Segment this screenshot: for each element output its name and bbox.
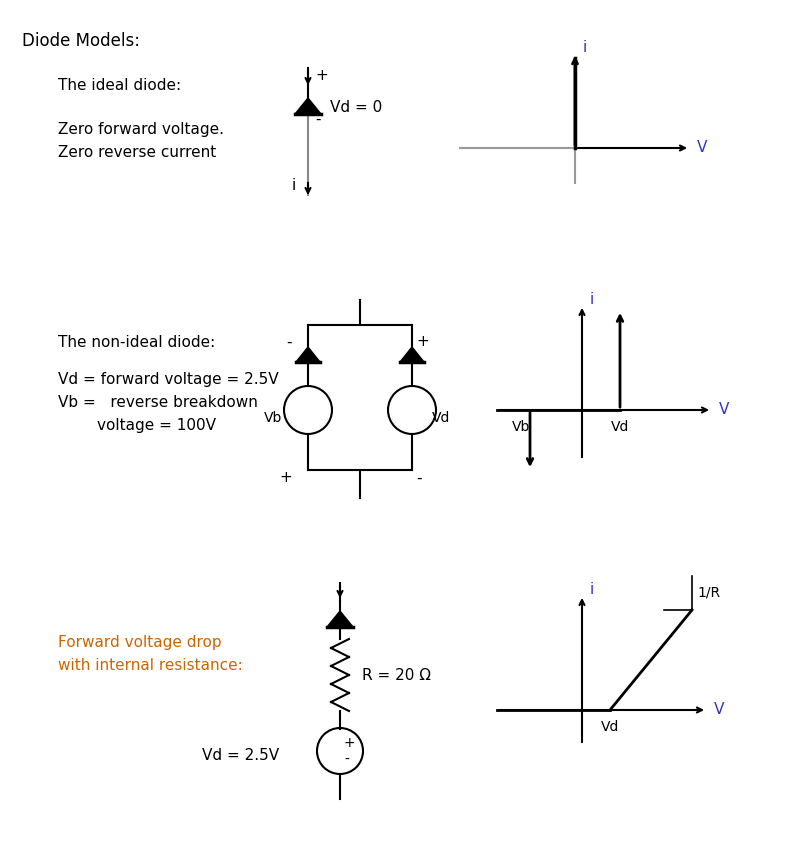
Text: 1/R: 1/R — [697, 586, 720, 600]
Text: The ideal diode:: The ideal diode: — [58, 78, 181, 93]
Polygon shape — [296, 347, 320, 362]
Text: Vd: Vd — [600, 720, 619, 734]
Polygon shape — [400, 347, 424, 362]
Text: voltage = 100V: voltage = 100V — [58, 418, 216, 433]
Text: +: + — [279, 470, 292, 485]
Text: Vb: Vb — [511, 420, 530, 434]
Text: Zero forward voltage.: Zero forward voltage. — [58, 122, 224, 137]
Text: Forward voltage drop: Forward voltage drop — [58, 635, 222, 650]
Text: Vd: Vd — [611, 420, 629, 434]
Text: V: V — [719, 402, 729, 418]
Text: +: + — [344, 736, 356, 750]
Text: The non-ideal diode:: The non-ideal diode: — [58, 335, 215, 350]
Text: i: i — [590, 583, 594, 597]
Text: Diode Models:: Diode Models: — [22, 32, 140, 50]
Text: -: - — [315, 112, 320, 126]
Text: Vd: Vd — [432, 411, 451, 425]
Text: Vd = forward voltage = 2.5V: Vd = forward voltage = 2.5V — [58, 372, 279, 387]
Text: -: - — [286, 335, 292, 350]
Text: Vb =   reverse breakdown: Vb = reverse breakdown — [58, 395, 258, 410]
Text: -: - — [416, 470, 421, 485]
Polygon shape — [327, 611, 353, 627]
Text: -: - — [344, 753, 349, 767]
Text: Vd = 2.5V: Vd = 2.5V — [202, 749, 279, 763]
Text: Vb: Vb — [264, 411, 282, 425]
Text: Zero reverse current: Zero reverse current — [58, 145, 216, 160]
Text: i: i — [292, 178, 296, 192]
Text: i: i — [583, 41, 587, 56]
Text: +: + — [315, 69, 327, 84]
Text: V: V — [714, 702, 724, 717]
Polygon shape — [295, 98, 321, 114]
Text: i: i — [590, 292, 594, 307]
Text: R = 20 Ω: R = 20 Ω — [362, 667, 431, 683]
Text: +: + — [416, 335, 428, 350]
Text: with internal resistance:: with internal resistance: — [58, 658, 243, 673]
Text: Vd = 0: Vd = 0 — [330, 101, 382, 115]
Text: V: V — [697, 141, 708, 156]
